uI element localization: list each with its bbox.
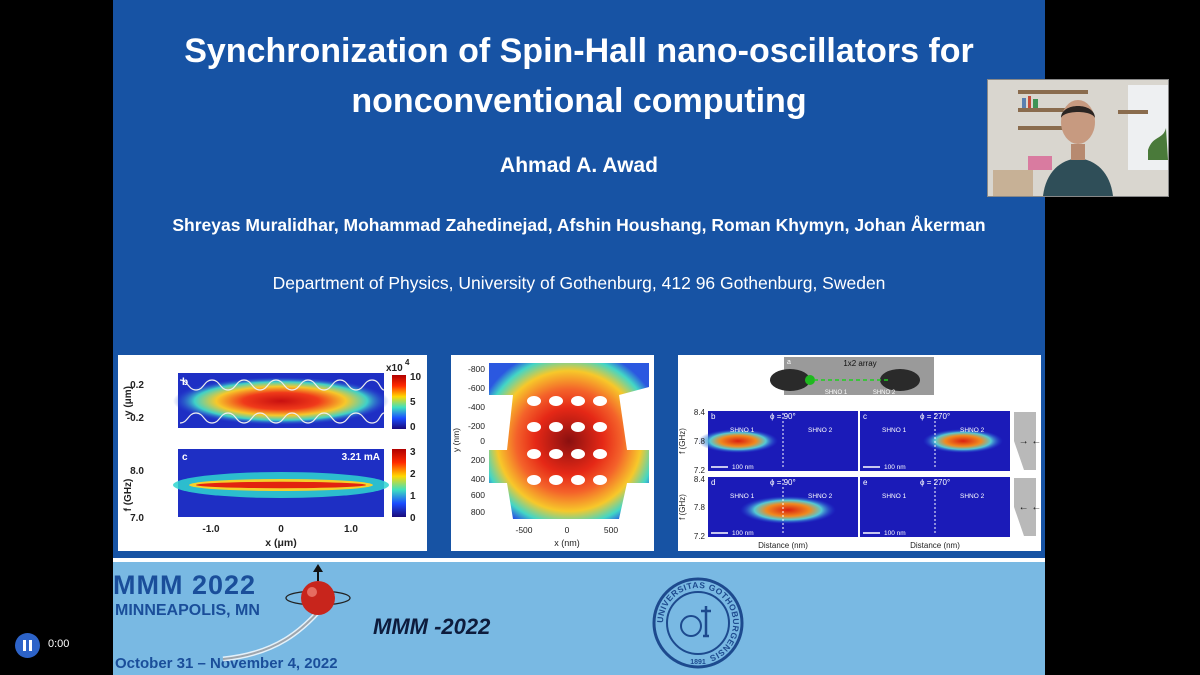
y-tick: 200 [471, 455, 485, 465]
shno2-label: SHNO 2 [808, 427, 833, 434]
x-axis-label: x (μm) [265, 537, 297, 549]
x-tick-0: 0 [278, 524, 284, 535]
x-axis-label: Distance (nm) [910, 541, 960, 550]
arrows-icon: → ← [1019, 436, 1041, 447]
scale-bar-label: 100 nm [732, 464, 754, 471]
shno2-label: SHNO 2 [873, 390, 896, 396]
y-tick: 8.4 [694, 408, 706, 417]
y-axis-label: f (GHz) [678, 428, 687, 454]
shno1-label: SHNO 1 [825, 390, 848, 396]
phase-label: ϕ = 270° [920, 412, 950, 421]
b-cbar-tick-5: 5 [410, 397, 416, 408]
y-tick: -800 [468, 364, 485, 374]
b-y-axis-label: y (μm) [123, 386, 134, 416]
playback-time: 0:00 [48, 638, 70, 650]
phase-label: ϕ = 90° [770, 412, 796, 421]
pause-icon [29, 640, 32, 651]
c-y-axis-label: f (GHz) [123, 479, 134, 512]
affiliation: Department of Physics, University of Got… [272, 273, 886, 293]
y-tick: 800 [471, 507, 485, 517]
pause-icon [23, 640, 26, 651]
panel-label: p [493, 509, 499, 519]
title-line-2: nonconventional computing [351, 82, 807, 120]
shno2-label: SHNO 2 [960, 493, 985, 500]
x-tick: 0 [565, 525, 570, 535]
phase-label: ϕ = 270° [920, 478, 950, 487]
panel-label: e [863, 478, 868, 487]
c-cbar-tick-0: 0 [410, 513, 416, 524]
y-tick: 7.8 [694, 503, 706, 512]
conference-banner: MMM 2022 MINNEAPOLIS, MN October 31 – No… [113, 562, 1045, 675]
y-axis-label: f (GHz) [678, 494, 687, 520]
presenter-webcam [987, 79, 1169, 197]
y-tick: 400 [471, 474, 485, 484]
title-line-1: Synchronization of Spin-Hall nano-oscill… [184, 32, 974, 70]
panel-c-label: c [182, 452, 188, 463]
x-tick-1: 1.0 [344, 524, 358, 535]
mmm-logo-graphic [222, 564, 351, 662]
y-axis-label: y (nm) [451, 428, 461, 452]
coauthors: Shreyas Muralidhar, Mohammad Zahedinejad… [172, 215, 986, 235]
y-tick: 7.2 [694, 532, 706, 541]
x-tick: 500 [604, 525, 618, 535]
panel-a-label: a [787, 359, 791, 366]
b-ytick-2: -0.2 [127, 413, 145, 424]
y-tick: -400 [468, 402, 485, 412]
figure-spatial-frequency-maps: b 0.2 -0.2 y (μm) x10 4 10 5 0 c 3.21 mA… [118, 355, 427, 551]
c-cbar-tick-3: 3 [410, 447, 416, 458]
shno1-label: SHNO 1 [882, 427, 907, 434]
x-tick-neg1: -1.0 [202, 524, 220, 535]
b-colorbar-exponent: 4 [405, 358, 410, 367]
video-player-controls: 0:00 [15, 633, 85, 659]
b-colorbar-title: x10 [386, 363, 403, 374]
panel-label: c [863, 412, 867, 421]
c-ytick-2: 7.0 [130, 513, 144, 524]
y-tick: 8.4 [694, 475, 706, 484]
bias-current: 3.21 mA [342, 452, 380, 463]
y-tick: 600 [471, 490, 485, 500]
y-tick: 7.2 [694, 466, 706, 475]
shno2-label: SHNO 2 [960, 427, 985, 434]
seal-year: 1891 [690, 659, 706, 666]
university-seal-icon: UNIVERSITAS GOTHOBURGENSIS 1891 [652, 577, 744, 669]
y-tick: -600 [468, 383, 485, 393]
shno1-label: SHNO 1 [730, 493, 755, 500]
array-label: 1x2 array [843, 359, 876, 368]
conference-name: MMM -2022 [373, 614, 491, 639]
conference-city: MINNEAPOLIS, MN [115, 602, 260, 619]
c-ytick-1: 8.0 [130, 466, 144, 477]
x-axis-label: x (nm) [554, 538, 580, 548]
y-tick: -200 [468, 421, 485, 431]
x-tick: -500 [515, 525, 532, 535]
phase-label: ϕ = 90° [770, 478, 796, 487]
shno2-label: SHNO 2 [808, 493, 833, 500]
y-tick: 0 [480, 436, 485, 446]
scale-bar-label: 100 nm [732, 530, 754, 537]
mmm-logo-text: MMM 2022 [113, 570, 257, 600]
c-cbar-tick-1: 1 [410, 491, 416, 502]
figure-phase-spectra: a 1x2 array SHNO 1 SHNO 2 b ϕ = 90° c ϕ … [678, 355, 1041, 551]
shno1-label: SHNO 1 [882, 493, 907, 500]
panel-label: d [711, 478, 715, 487]
presentation-slide: Synchronization of Spin-Hall nano-oscill… [113, 0, 1045, 675]
panel-label: b [711, 412, 716, 421]
shno1-label: SHNO 1 [730, 427, 755, 434]
arrows-icon: ← ← [1019, 502, 1041, 513]
slide-title: Synchronization of Spin-Hall nano-oscill… [113, 26, 1045, 126]
c-cbar-tick-2: 2 [410, 469, 416, 480]
scale-bar-label: 100 nm [884, 464, 906, 471]
y-tick: 7.8 [694, 437, 706, 446]
b-ytick-1: 0.2 [130, 380, 144, 391]
pause-button[interactable] [15, 633, 40, 658]
scale-bar-label: 100 nm [884, 530, 906, 537]
panel-b-label: b [182, 377, 188, 388]
x-axis-label: Distance (nm) [758, 541, 808, 550]
b-cbar-tick-10: 10 [410, 372, 422, 383]
presenter-name: Ahmad A. Awad [500, 154, 658, 177]
figure-array-map: -800 -600 -400 -200 0 200 400 600 800 y … [451, 355, 654, 551]
banner-divider [113, 558, 1045, 562]
b-cbar-tick-0: 0 [410, 422, 416, 433]
conference-dates: October 31 – November 4, 2022 [115, 655, 338, 672]
